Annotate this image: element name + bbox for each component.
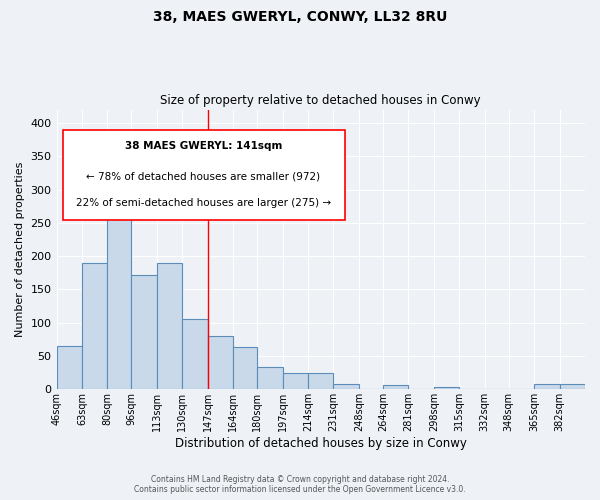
Bar (308, 373, 334, 390)
Bar (131, 275, 157, 390)
Text: 22% of semi-detached houses are larger (275) →: 22% of semi-detached houses are larger (… (76, 198, 331, 208)
Bar (107, 193, 131, 390)
Bar (56, 346, 82, 390)
Y-axis label: Number of detached properties: Number of detached properties (15, 162, 25, 337)
Bar (283, 373, 308, 390)
Text: ← 78% of detached houses are smaller (972): ← 78% of detached houses are smaller (97… (86, 172, 320, 181)
Title: Size of property relative to detached houses in Conwy: Size of property relative to detached ho… (160, 94, 481, 107)
Bar (334, 384, 359, 390)
Bar (233, 348, 257, 390)
Bar (257, 368, 283, 390)
Text: 38, MAES GWERYL, CONWY, LL32 8RU: 38, MAES GWERYL, CONWY, LL32 8RU (153, 10, 447, 24)
Bar (383, 386, 409, 390)
Bar (82, 263, 107, 390)
Bar (157, 263, 182, 390)
Bar (434, 387, 459, 390)
X-axis label: Distribution of detached houses by size in Conwy: Distribution of detached houses by size … (175, 437, 467, 450)
Bar (560, 384, 585, 390)
Bar (208, 336, 233, 390)
Text: Contains HM Land Registry data © Crown copyright and database right 2024.: Contains HM Land Registry data © Crown c… (151, 476, 449, 484)
Text: Contains public sector information licensed under the Open Government Licence v3: Contains public sector information licen… (134, 486, 466, 494)
Text: 38 MAES GWERYL: 141sqm: 38 MAES GWERYL: 141sqm (125, 141, 282, 151)
Bar (534, 384, 560, 390)
Bar (182, 320, 208, 390)
